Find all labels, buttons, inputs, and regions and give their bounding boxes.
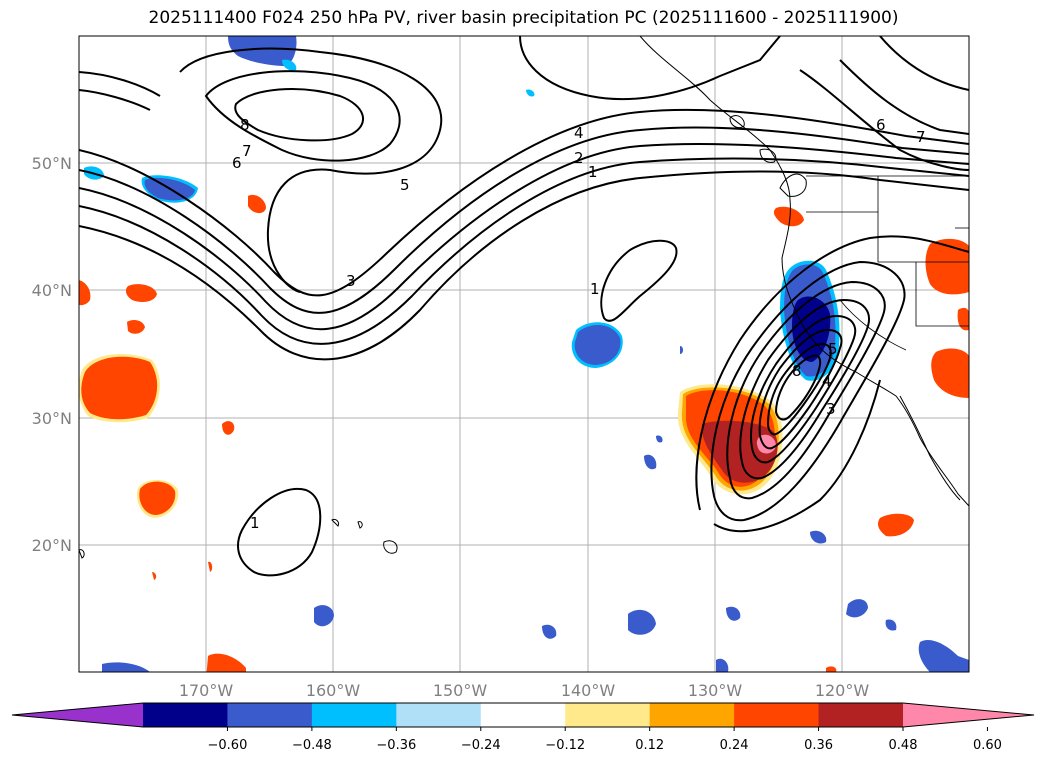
clabel-6: 6 (232, 154, 242, 172)
colorbar-tick-label: −0.48 (292, 738, 332, 753)
pv-contour-4-north (79, 126, 969, 314)
map-frame (78, 35, 970, 673)
colorbar-segment (649, 703, 735, 727)
lon-tick-label: 130°W (688, 681, 743, 700)
clabel-4-trough: 4 (822, 372, 832, 390)
colorbar-tick-label: −0.60 (208, 738, 248, 753)
pv-contour-labels: 4 2 1 5 3 7 6 8 1 1 8 4 5 3 6 7 (232, 116, 926, 532)
clabel-6-ne: 6 (876, 116, 886, 134)
clabel-7-ne: 7 (916, 128, 926, 146)
lat-tick-label: 20°N (32, 536, 72, 555)
pv-contour-trough-2 (726, 280, 886, 500)
colorbar-tick-label: 0.48 (889, 738, 918, 753)
pv-contour-aleutian-outer (179, 47, 443, 293)
pv-contours (79, 36, 969, 577)
clabel-4: 4 (574, 124, 584, 142)
colorbar-outline (11, 702, 1035, 728)
clabel-3-trough: 3 (826, 400, 836, 418)
colorbar-segment (734, 703, 820, 727)
clabel-1: 1 (588, 163, 598, 181)
lon-tick-label: 140°W (561, 681, 616, 700)
lat-tick-label: 50°N (32, 154, 72, 173)
lon-tick-labels: 170°W 160°W 150°W 140°W 130°W 120°W (179, 681, 870, 700)
lon-tick-label: 150°W (433, 681, 488, 700)
clabel-5: 5 (400, 176, 410, 194)
pv-contour-1-tongue (600, 239, 678, 322)
baja-california (899, 395, 961, 501)
colorbar-tick-label: −0.24 (461, 738, 501, 753)
colorbar-segment (565, 703, 651, 727)
lat-tick-label: 30°N (32, 409, 72, 428)
colorbar-segment (143, 703, 228, 727)
chart-title: 2025111400 F024 250 hPa PV, river basin … (148, 8, 899, 28)
pv-contour-aleutian-inner (204, 70, 401, 162)
colorbar-segment (227, 703, 313, 727)
clabel-8-trough: 8 (792, 362, 802, 380)
colorbar-extend-high (903, 703, 1034, 727)
colorbar: −0.60 −0.48 −0.36 −0.24 −0.12 0.12 0.24 0.36 0.4… (11, 702, 1035, 753)
lat-tick-labels: 50°N 40°N 30°N 20°N (32, 154, 72, 555)
clabel-7: 7 (242, 142, 252, 160)
colorbar-tick-label: 0.12 (635, 738, 664, 753)
clabel-5-trough: 5 (828, 340, 838, 358)
pv-contour-1-south (237, 487, 322, 577)
lon-tick-label: 170°W (179, 681, 234, 700)
pv-contour-trough-7 (774, 354, 822, 421)
pv-contour-trough-3 (739, 298, 870, 480)
colorbar-tick-label: −0.12 (545, 738, 585, 753)
colorbar-tick-label: 0.36 (804, 738, 833, 753)
pv-contour-aleutian-core (234, 88, 364, 142)
pv-contour-trough-5 (758, 328, 843, 450)
clabel-1-tongue: 1 (590, 280, 600, 298)
colorbar-tick-label: 0.60 (973, 738, 1002, 753)
colorbar-segment (396, 703, 482, 727)
lat-tick-label: 40°N (32, 281, 72, 300)
pv-contour-3-north (79, 142, 969, 331)
colorbar-tick-label: −0.36 (376, 738, 416, 753)
clabel-1-south: 1 (250, 514, 260, 532)
clabel-8: 8 (240, 116, 250, 134)
map-area: 4 2 1 5 3 7 6 8 1 1 8 4 5 3 6 7 (79, 36, 969, 672)
pv-contour-trough-6 (766, 342, 832, 436)
pv-contour-1-north (79, 170, 969, 361)
pv-contour-trough-4 (750, 314, 857, 464)
hawaii-islands (331, 519, 398, 554)
pv-contour-trough-1 (710, 260, 906, 522)
colorbar-segment (818, 703, 904, 727)
colorbar-extend-low (12, 703, 143, 727)
anomaly-gulf-of-alaska-west (228, 36, 297, 66)
colorbar-segment (480, 703, 566, 727)
coastlines (79, 36, 969, 559)
lon-tick-label: 160°W (306, 681, 361, 700)
colorbar-tick-label: 0.24 (720, 738, 749, 753)
pv-contour-5-north (79, 108, 969, 297)
pv-contour-2-north (79, 157, 969, 345)
lon-tick-label: 120°W (815, 681, 870, 700)
clabel-3: 3 (346, 272, 356, 290)
clabel-2: 2 (574, 149, 584, 167)
colorbar-segment (311, 703, 397, 727)
